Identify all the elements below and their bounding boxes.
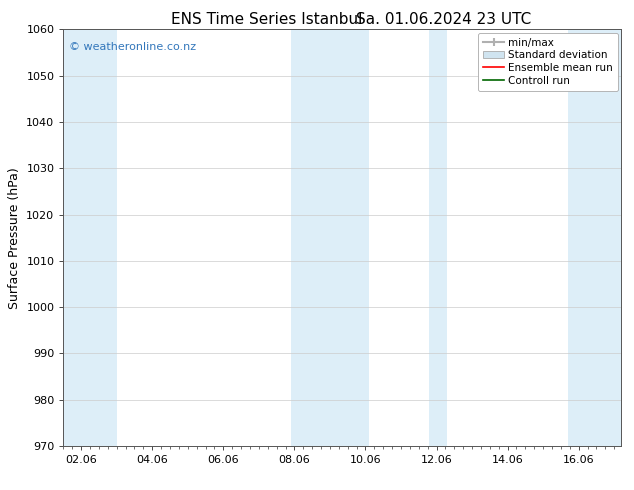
Text: Sa. 01.06.2024 23 UTC: Sa. 01.06.2024 23 UTC [356, 12, 531, 27]
Bar [429, 29, 447, 446]
Text: ENS Time Series Istanbul: ENS Time Series Istanbul [171, 12, 362, 27]
Y-axis label: Surface Pressure (hPa): Surface Pressure (hPa) [8, 167, 21, 309]
Bar [291, 29, 369, 446]
Bar [63, 29, 117, 446]
Text: © weatheronline.co.nz: © weatheronline.co.nz [69, 42, 196, 52]
Legend: min/max, Standard deviation, Ensemble mean run, Controll run: min/max, Standard deviation, Ensemble me… [478, 32, 618, 91]
Bar [568, 29, 621, 446]
